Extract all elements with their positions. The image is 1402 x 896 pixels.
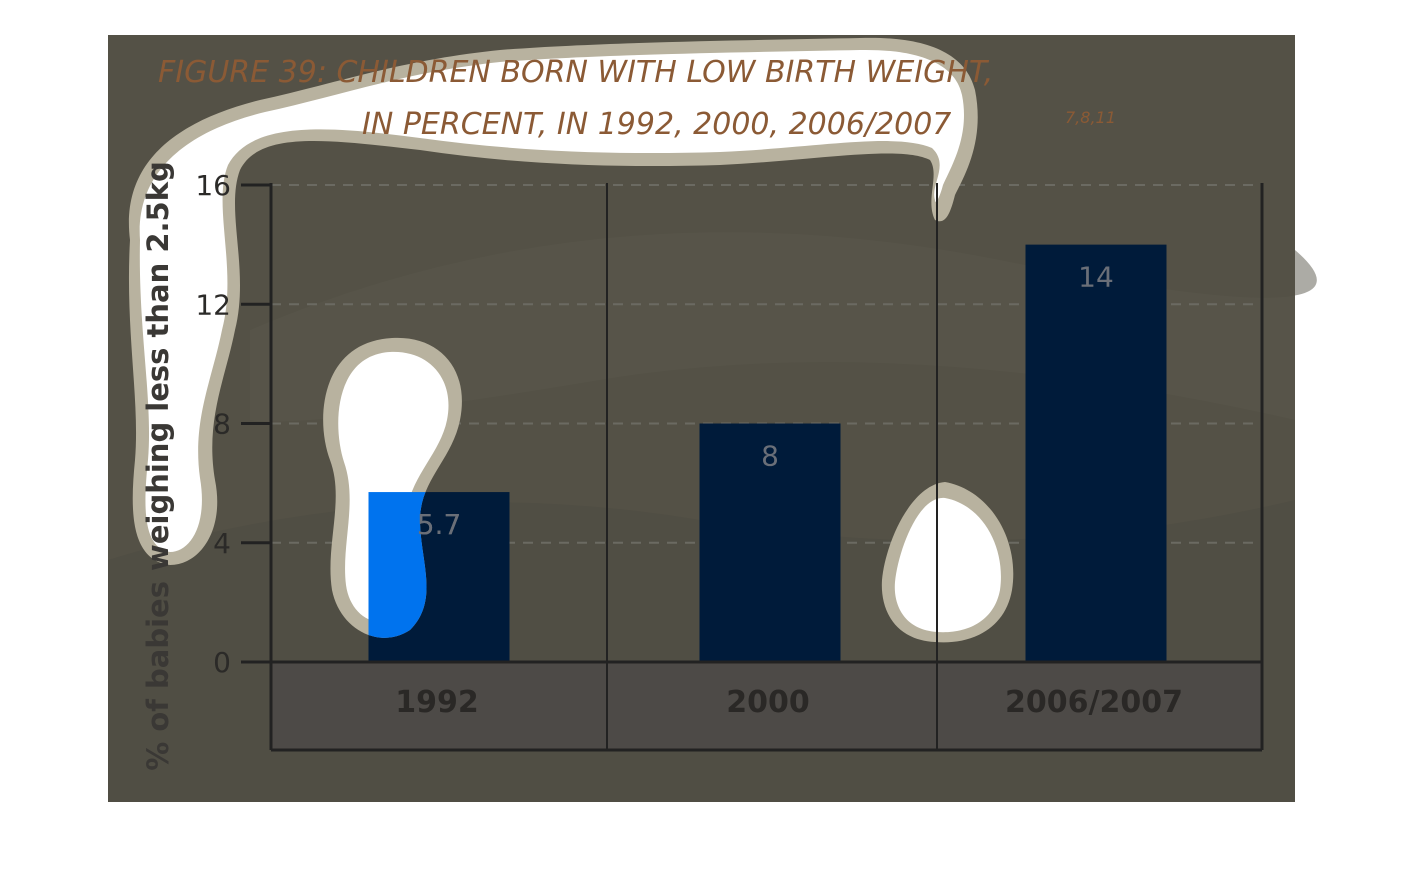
bar-2006-2007 (1025, 244, 1167, 662)
x-category-label: 2006/2007 (1005, 685, 1183, 720)
chart-title-superscript: 7,8,11 (1065, 108, 1116, 127)
y-axis-label: % of babies weighing less than 2.5kg (141, 161, 175, 771)
axes (241, 183, 1264, 752)
y-tick-label: 16 (195, 169, 231, 202)
bar-2000 (699, 423, 841, 662)
x-category-label: 2000 (726, 685, 810, 720)
splash-title (139, 49, 964, 553)
data-label: 8 (761, 440, 779, 473)
y-tick-label: 0 (213, 646, 231, 679)
data-label: 14 (1078, 261, 1114, 294)
y-ticks: 0 4 8 12 16 (195, 169, 271, 679)
y-tick-label: 12 (195, 288, 231, 321)
category-band (271, 662, 1262, 750)
y-tick-label: 4 (213, 527, 231, 560)
chart-title-line1: FIGURE 39: CHILDREN BORN WITH LOW BIRTH … (158, 55, 993, 90)
data-label: 5.7 (417, 508, 462, 541)
splash-right (894, 497, 1001, 633)
x-category-label: 1992 (395, 685, 479, 720)
data-label-overlay: 5.7 (417, 508, 462, 541)
y-tick-label: 8 (213, 408, 231, 441)
splash-left (338, 351, 449, 622)
x-category-labels: 1992 2000 2006/2007 (395, 685, 1183, 720)
chart-title-line2: IN PERCENT, IN 1992, 2000, 2006/2007 (362, 107, 951, 142)
